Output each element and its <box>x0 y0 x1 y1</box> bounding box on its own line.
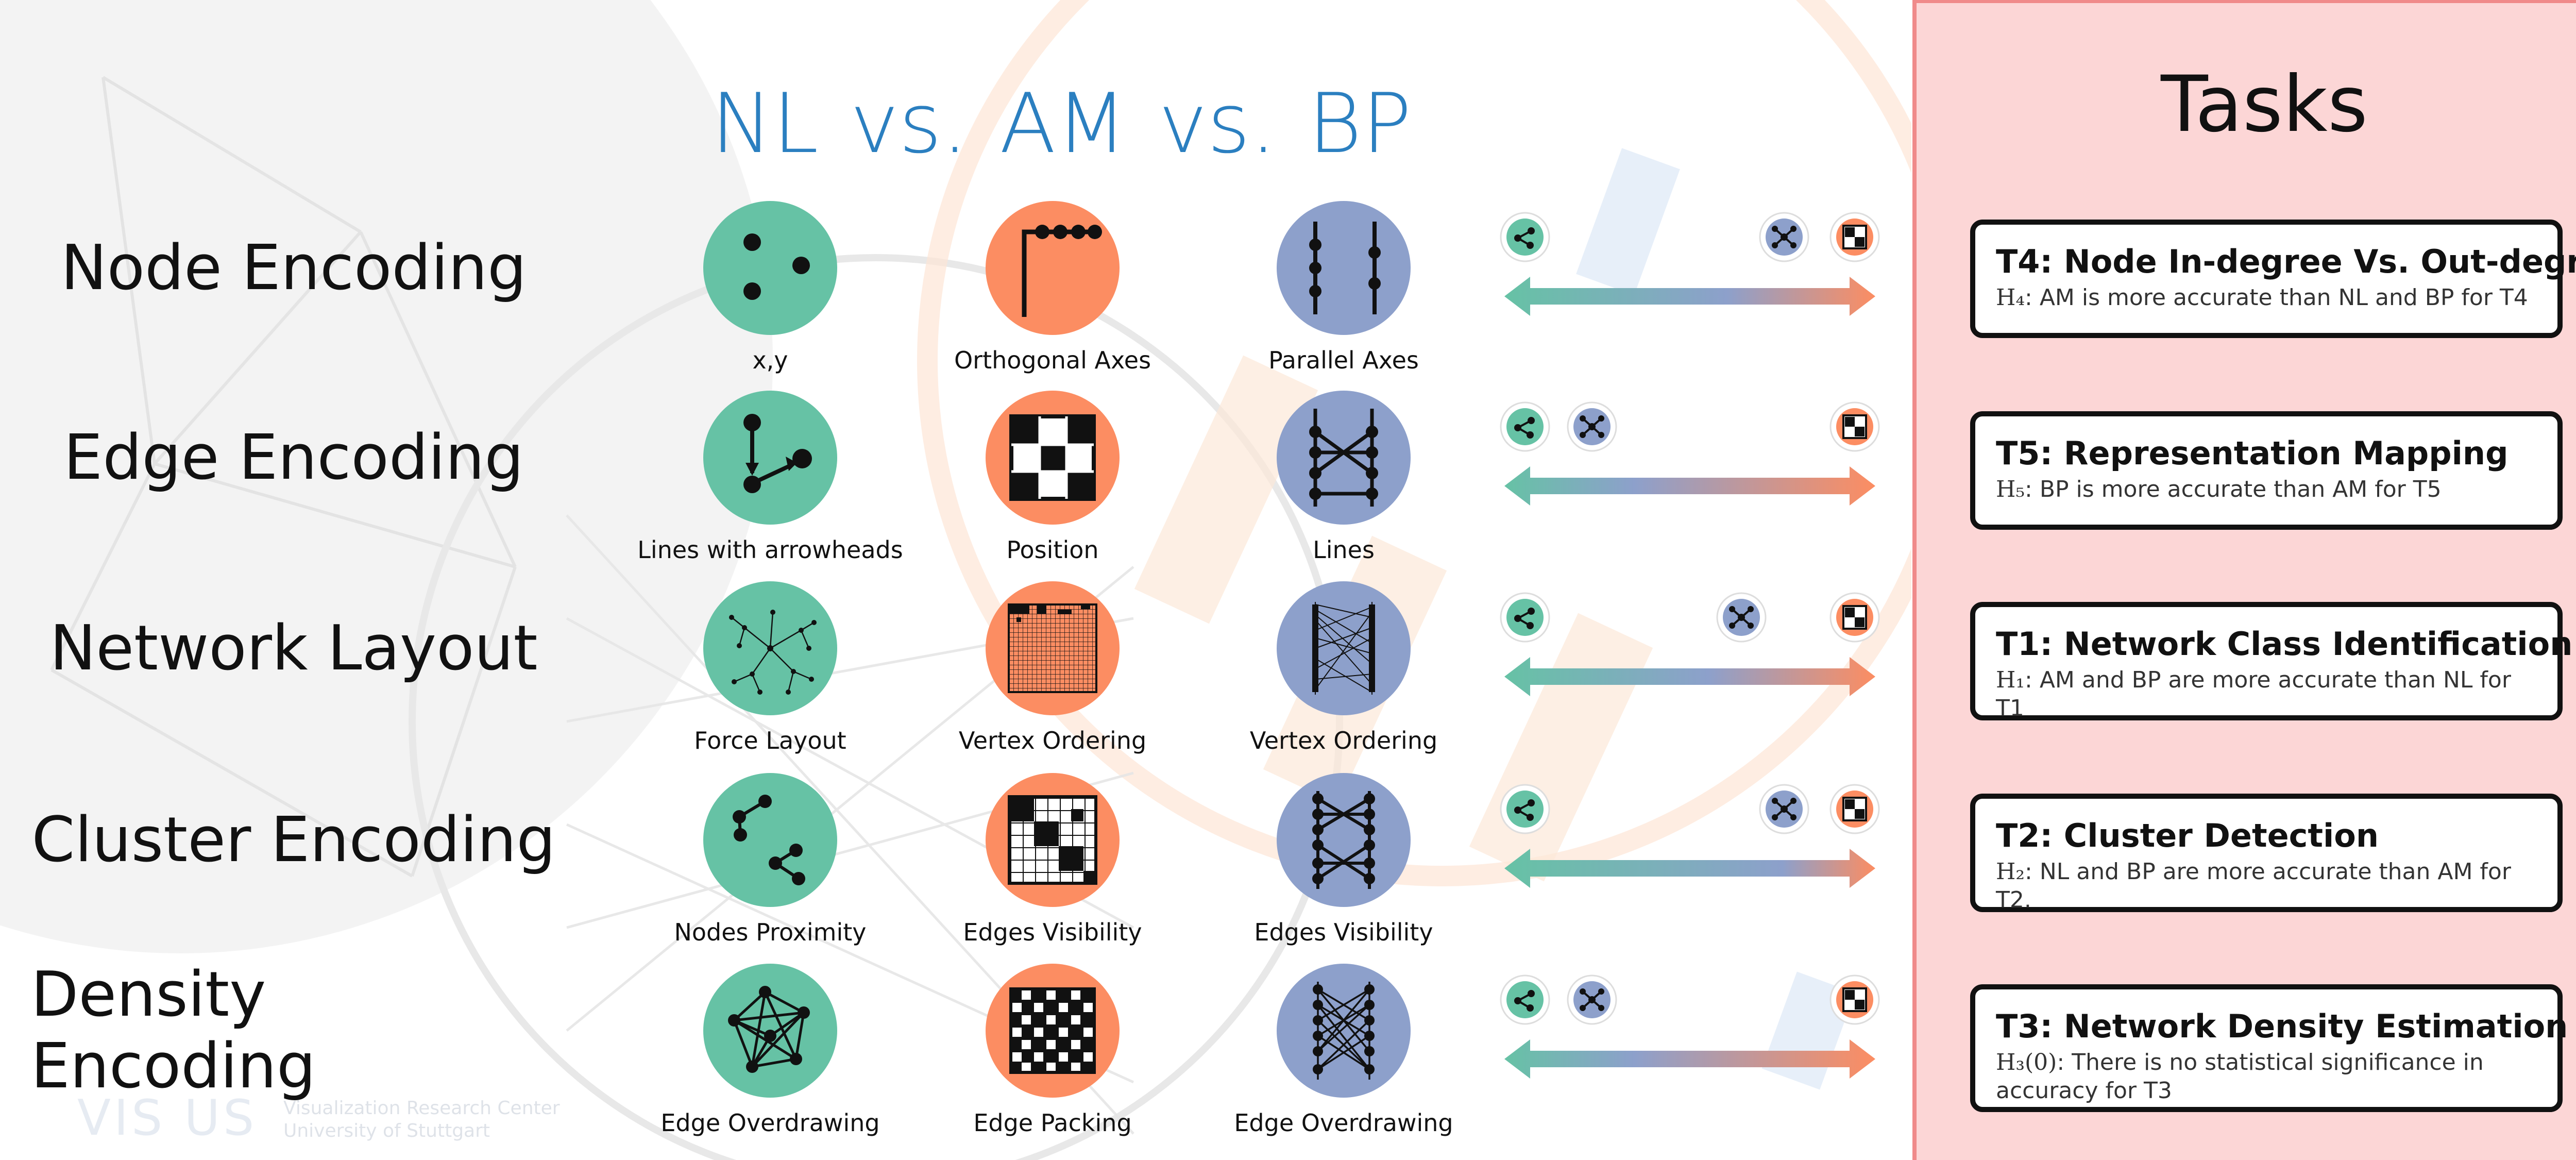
task-card-t1: T1: Network Class Identification H₁: AM … <box>1970 602 2573 722</box>
title-nl: NL <box>711 75 819 172</box>
ranking-arrow <box>1504 276 1875 317</box>
am-caption: Orthogonal Axes <box>954 346 1151 374</box>
hypothesis-text: : There is no statistical significance i… <box>1996 1049 2484 1104</box>
am-caption: Position <box>1006 536 1099 564</box>
hypothesis-symbol: H₂ <box>1996 859 2025 885</box>
nl-network-layout-glyph <box>703 581 837 715</box>
task-title: T5: Representation Mapping <box>1996 434 2509 472</box>
encoding-row-cluster: Cluster Encoding Nodes Proximity Edges V… <box>0 773 1911 964</box>
bp-caption: Parallel Axes <box>1268 346 1419 374</box>
am-caption: Vertex Ordering <box>958 727 1147 754</box>
bp-mini-icon <box>1566 974 1618 1025</box>
bp-caption: Edges Visibility <box>1254 918 1433 946</box>
row-label: Network Layout <box>49 612 538 684</box>
am-mini-icon <box>1829 401 1880 452</box>
am-node-encoding-glyph <box>986 201 1120 335</box>
bp-caption: Lines <box>1313 536 1375 564</box>
task-hypothesis: H₃(0): There is no statistical significa… <box>1996 1048 2537 1105</box>
bp-node-encoding-glyph <box>1277 201 1411 335</box>
ranking-arrow <box>1504 848 1875 889</box>
hypothesis-text: : AM is more accurate than NL and BP for… <box>2025 284 2528 311</box>
tasks-panel: Tasks T4: Node In-degree Vs. Out-degree … <box>1912 0 2576 1160</box>
nl-caption: Force Layout <box>694 727 846 754</box>
hypothesis-text: : BP is more accurate than AM for T5 <box>2025 476 2442 503</box>
encoding-row-layout: Network Layout Force Layout Vertex Order… <box>0 581 1911 772</box>
task-title: T3: Network Density Estimation <box>1996 1007 2568 1045</box>
hypothesis-text: : NL and BP are more accurate than AM fo… <box>1996 859 2511 914</box>
encoding-row-node: Node Encoding x,y Orthogonal Axes Parall… <box>0 201 1911 392</box>
nl-mini-icon <box>1499 783 1551 835</box>
row-label: Edge Encoding <box>63 422 524 494</box>
task-title: T2: Cluster Detection <box>1996 817 2379 854</box>
row-label: Density Encoding <box>31 959 316 1102</box>
bp-mini-icon <box>1758 211 1810 263</box>
row-label: Cluster Encoding <box>31 804 556 876</box>
hypothesis-text: : AM and BP are more accurate than NL fo… <box>1996 667 2511 722</box>
am-edge-encoding-glyph <box>986 391 1120 525</box>
bp-edge-encoding-glyph <box>1277 391 1411 525</box>
watermark-logo-text: VIS US <box>77 1090 258 1147</box>
encoding-row-density: Density Encoding Edge Overdrawing Edge P… <box>0 959 1911 1154</box>
nl-mini-icon <box>1499 592 1551 643</box>
hypothesis-symbol: H₄ <box>1996 284 2025 311</box>
bp-density-encoding-glyph <box>1277 964 1411 1098</box>
am-mini-icon <box>1829 783 1880 835</box>
nl-caption: x,y <box>752 346 788 374</box>
task-card-t5: T5: Representation Mapping H₅: BP is mor… <box>1970 411 2563 530</box>
ranking-arrow <box>1504 656 1875 697</box>
ranking-arrow <box>1504 465 1875 507</box>
bp-cluster-encoding-glyph <box>1277 773 1411 907</box>
encoding-row-edge: Edge Encoding Lines with arrowheads Posi… <box>0 391 1911 581</box>
am-density-encoding-glyph <box>986 964 1120 1098</box>
am-caption: Edges Visibility <box>963 918 1142 946</box>
task-hypothesis: H₅: BP is more accurate than AM for T5 <box>1996 475 2537 503</box>
hypothesis-symbol: H₅ <box>1996 476 2025 503</box>
task-hypothesis: H₄: AM is more accurate than NL and BP f… <box>1996 283 2537 312</box>
am-cluster-encoding-glyph <box>986 773 1120 907</box>
background-decoration <box>0 0 1911 1160</box>
nl-cluster-encoding-glyph <box>703 773 837 907</box>
bp-mini-icon <box>1716 592 1767 643</box>
watermark-line-2: University of Stuttgart <box>283 1120 490 1141</box>
hypothesis-symbol: H₃(0) <box>1996 1049 2057 1076</box>
task-hypothesis: H₂: NL and BP are more accurate than AM … <box>1996 858 2537 914</box>
nl-mini-icon <box>1499 211 1551 263</box>
am-mini-icon <box>1829 592 1880 643</box>
title-vs-2: vs. <box>1158 75 1277 172</box>
watermark-logo: VIS US Visualization Research Center Uni… <box>77 1087 560 1149</box>
nl-density-encoding-glyph <box>703 964 837 1098</box>
bp-network-layout-glyph <box>1277 581 1411 715</box>
am-caption: Edge Packing <box>973 1109 1132 1137</box>
watermark-line-1: Visualization Research Center <box>283 1098 560 1119</box>
title-am: AM <box>999 75 1127 172</box>
row-label: Node Encoding <box>60 232 527 304</box>
tasks-heading: Tasks <box>2161 60 2368 149</box>
nl-caption: Lines with arrowheads <box>637 536 903 564</box>
task-card-t4: T4: Node In-degree Vs. Out-degree H₄: AM… <box>1970 220 2576 338</box>
nl-edge-encoding-glyph <box>703 391 837 525</box>
nl-node-encoding-glyph <box>703 201 837 335</box>
title-bp: BP <box>1308 75 1412 172</box>
nl-caption: Nodes Proximity <box>674 918 867 946</box>
nl-mini-icon <box>1499 401 1551 452</box>
title-vs-1: vs. <box>850 75 968 172</box>
comparison-title: NL vs. AM vs. BP <box>711 72 1412 175</box>
ranking-arrow <box>1504 1038 1875 1080</box>
task-hypothesis: H₁: AM and BP are more accurate than NL … <box>1996 666 2537 722</box>
bp-caption: Vertex Ordering <box>1249 727 1438 754</box>
am-mini-icon <box>1829 211 1880 263</box>
task-card-t3: T3: Network Density Estimation H₃(0): Th… <box>1970 984 2568 1112</box>
task-title: T1: Network Class Identification <box>1996 625 2573 663</box>
nl-caption: Edge Overdrawing <box>660 1109 880 1137</box>
hypothesis-symbol: H₁ <box>1996 667 2025 694</box>
nl-mini-icon <box>1499 974 1551 1025</box>
task-card-t2: T2: Cluster Detection H₂: NL and BP are … <box>1970 794 2563 914</box>
task-title: T4: Node In-degree Vs. Out-degree <box>1996 243 2576 280</box>
am-mini-icon <box>1829 974 1880 1025</box>
bp-mini-icon <box>1758 783 1810 835</box>
bp-mini-icon <box>1566 401 1618 452</box>
am-network-layout-glyph <box>986 581 1120 715</box>
bp-caption: Edge Overdrawing <box>1234 1109 1453 1137</box>
